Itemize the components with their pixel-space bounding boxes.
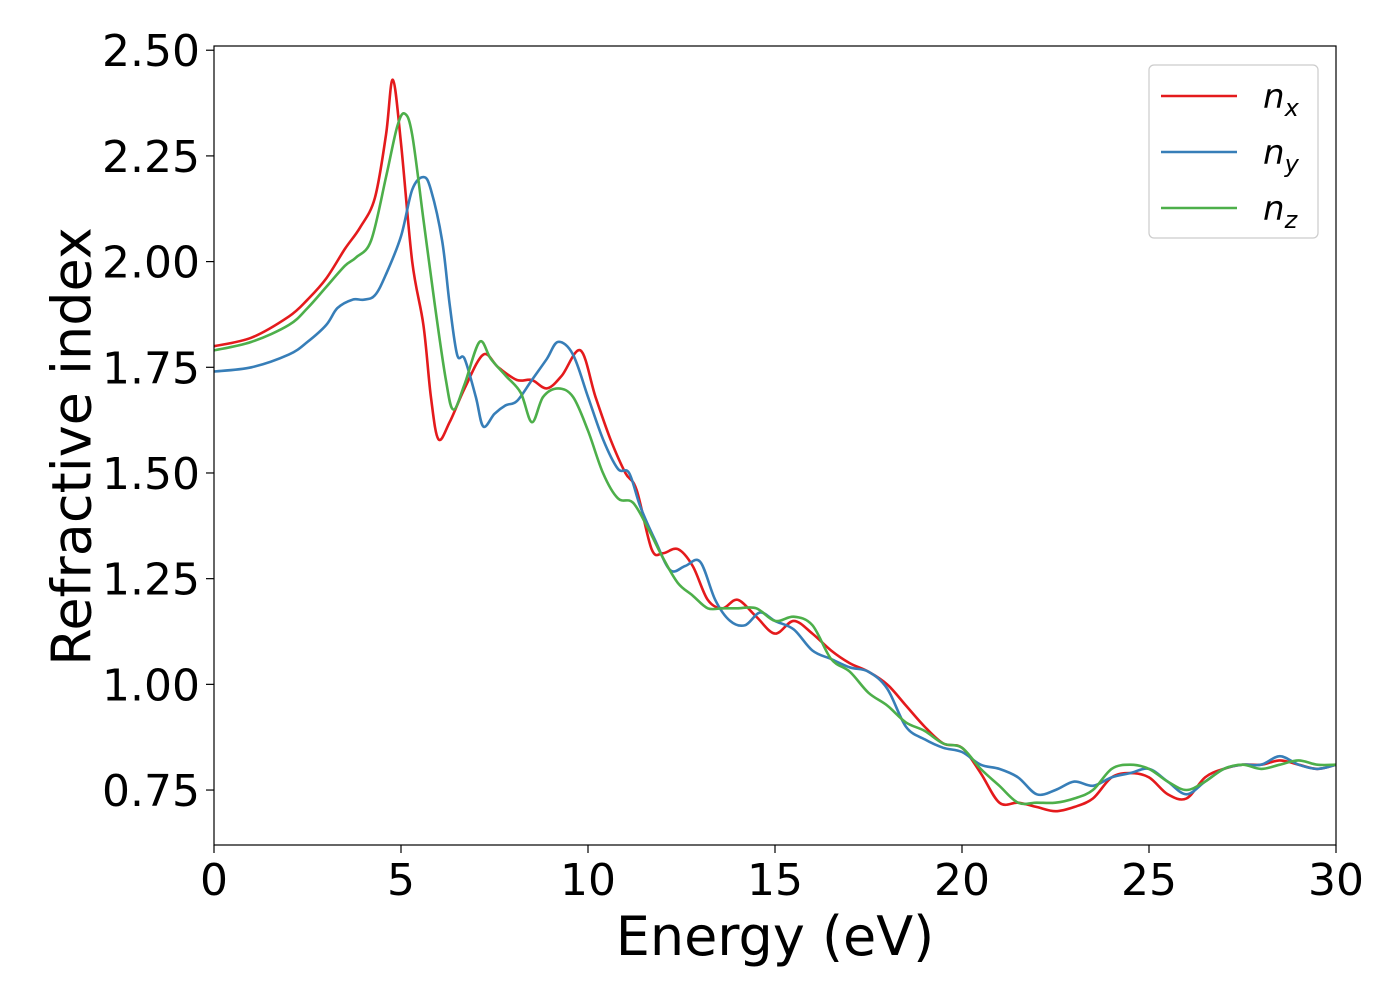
x-axis-label: Energy (eV) bbox=[616, 905, 935, 968]
series-line-n_y bbox=[214, 175, 1336, 797]
legend-label-sub: z bbox=[1284, 206, 1299, 234]
y-tick-label: 2.25 bbox=[102, 132, 200, 183]
y-axis: 0.75 1.00 1.25 1.50 1.75 2.00 2.25 2.50 bbox=[102, 26, 214, 817]
legend-label-base: n bbox=[1263, 189, 1285, 229]
y-tick-label: 1.50 bbox=[102, 449, 200, 500]
x-tick-label: 15 bbox=[747, 855, 803, 906]
y-axis-label: Refractive index bbox=[41, 227, 104, 666]
x-tick-label: 5 bbox=[387, 855, 415, 906]
legend-label-sub: x bbox=[1284, 94, 1300, 122]
y-tick-label: 1.75 bbox=[102, 343, 200, 394]
x-tick-label: 25 bbox=[1121, 855, 1177, 906]
legend-label-n_z: nz bbox=[1263, 189, 1299, 234]
y-tick-label: 1.25 bbox=[102, 555, 200, 606]
x-tick-label: 30 bbox=[1308, 855, 1364, 906]
legend-label-n_x: nx bbox=[1263, 77, 1300, 122]
legend-label-base: n bbox=[1263, 77, 1285, 117]
series-line-n_z bbox=[214, 112, 1336, 806]
y-tick-label: 1.00 bbox=[102, 660, 200, 711]
legend-label-base: n bbox=[1263, 133, 1285, 173]
y-tick-label: 0.75 bbox=[102, 766, 200, 817]
series-layer bbox=[214, 78, 1336, 813]
legend-label-sub: y bbox=[1284, 150, 1300, 178]
x-tick-label: 20 bbox=[934, 855, 990, 906]
y-tick-label: 2.50 bbox=[102, 26, 200, 77]
x-tick-label: 10 bbox=[560, 855, 616, 906]
x-tick-label: 0 bbox=[200, 855, 228, 906]
legend-label-n_y: ny bbox=[1263, 133, 1300, 178]
y-tick-label: 2.00 bbox=[102, 238, 200, 289]
x-axis: 0 5 10 15 20 25 30 bbox=[200, 845, 1364, 906]
